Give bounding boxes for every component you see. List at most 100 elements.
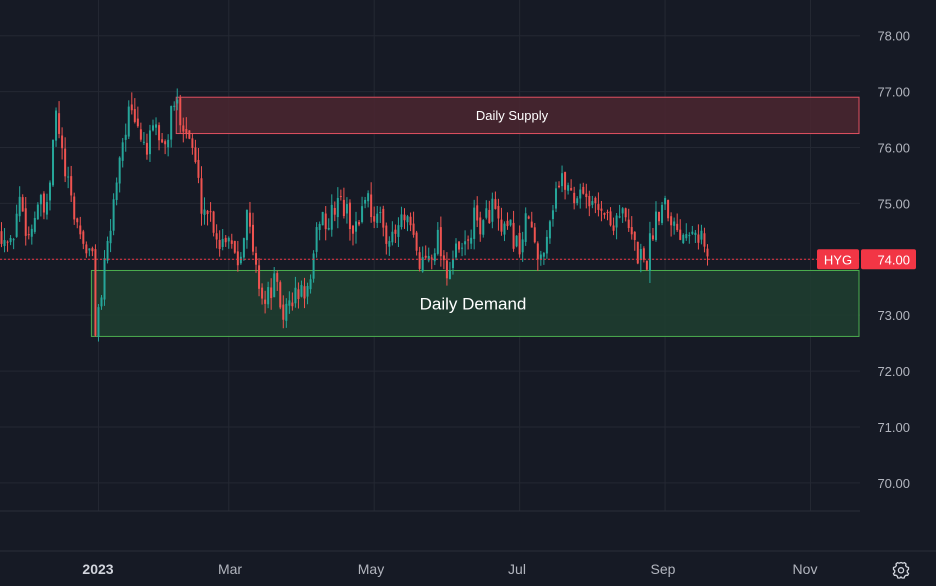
candle-body: [145, 142, 148, 155]
candle-body: [170, 106, 173, 140]
candle-body: [167, 139, 170, 148]
candle-body: [554, 188, 557, 209]
candle-body: [351, 225, 354, 234]
candle-body: [624, 208, 627, 218]
y-tick-label: 72.00: [877, 364, 910, 379]
candle-body: [127, 106, 130, 137]
candle-body: [497, 205, 500, 219]
candle-body: [276, 273, 279, 282]
candle-body: [206, 210, 209, 215]
candle-body: [427, 256, 430, 261]
candle-body: [373, 216, 376, 222]
candle-body: [327, 227, 330, 230]
candle-body: [521, 239, 524, 253]
candle-body: [603, 213, 606, 215]
candle-body: [627, 219, 630, 229]
candle-body: [218, 239, 221, 250]
candle-body: [282, 304, 285, 320]
candle-body: [597, 204, 600, 210]
candle-body: [676, 223, 679, 231]
candle-body: [112, 199, 115, 231]
candle-body: [442, 255, 445, 261]
candle-body: [685, 234, 688, 239]
candle-body: [533, 227, 536, 243]
candle-body: [67, 176, 70, 178]
candles-layer: [0, 88, 709, 342]
candle-body: [152, 125, 154, 131]
y-tick-label: 78.00: [877, 29, 910, 44]
candle-body: [121, 142, 124, 161]
candle-body: [103, 258, 106, 300]
candle-body: [545, 236, 548, 254]
candle-body: [661, 204, 664, 223]
candle-body: [506, 220, 509, 227]
candle-body: [594, 197, 597, 204]
candle-body: [430, 257, 433, 259]
candle-body: [642, 248, 645, 260]
candle-body: [36, 204, 39, 220]
candle-body: [264, 299, 267, 304]
candle-body: [576, 198, 579, 204]
y-tick-label: 77.00: [877, 85, 910, 100]
candle-body: [500, 219, 503, 232]
candle-body: [539, 254, 542, 260]
y-tick-label: 70.00: [877, 476, 910, 491]
candle-body: [27, 234, 30, 236]
candle-body: [161, 139, 164, 143]
candle-body: [448, 270, 451, 279]
supply-zone-label: Daily Supply: [476, 108, 549, 123]
candle-body: [355, 221, 358, 232]
candle-body: [361, 206, 364, 222]
candle-body: [558, 185, 561, 188]
x-tick-label: Nov: [793, 561, 818, 577]
candle-body: [664, 198, 667, 205]
candle-body: [321, 211, 324, 226]
x-tick-label: May: [358, 561, 384, 577]
candle-body: [55, 110, 58, 141]
candle-body: [700, 230, 703, 240]
last-price-badge: HYG 74.00: [817, 249, 916, 270]
candle-body: [330, 204, 333, 230]
candle-body: [591, 201, 594, 205]
candle-body: [76, 218, 79, 223]
candle-body: [215, 233, 218, 240]
demand-zone-label: Daily Demand: [420, 294, 527, 313]
candle-body: [582, 186, 585, 194]
candle-body: [688, 235, 691, 237]
candle-body: [473, 207, 476, 239]
candle-body: [291, 302, 294, 307]
candle-body: [606, 211, 609, 213]
candle-body: [524, 213, 527, 242]
candle-body: [324, 213, 327, 230]
symbol-label: HYG: [824, 252, 852, 267]
candle-body: [567, 185, 570, 191]
candle-body: [673, 221, 676, 226]
candle-body: [648, 233, 651, 271]
candle-body: [294, 287, 297, 304]
candle-body: [136, 118, 139, 127]
candle-body: [342, 199, 345, 217]
candle-body: [385, 225, 388, 244]
candle-body: [179, 98, 182, 126]
candle-body: [97, 307, 100, 337]
candle-body: [703, 233, 706, 247]
candle-body: [288, 300, 291, 306]
candle-body: [364, 199, 367, 204]
candle-body: [6, 241, 9, 243]
candle-body: [367, 193, 370, 202]
candle-body: [467, 239, 470, 241]
gear-icon[interactable]: [891, 560, 911, 580]
y-tick-label: 71.00: [877, 420, 910, 435]
candle-body: [155, 124, 158, 128]
candle-body: [403, 214, 406, 221]
candle-body: [24, 208, 27, 236]
candle-body: [345, 204, 348, 214]
candle-body: [397, 225, 400, 237]
candle-body: [391, 231, 394, 243]
y-tick-label: 76.00: [877, 141, 910, 156]
candle-body: [318, 224, 321, 230]
candle-body: [118, 157, 121, 184]
candle-body: [573, 192, 576, 204]
symbol-badge: [817, 249, 859, 270]
